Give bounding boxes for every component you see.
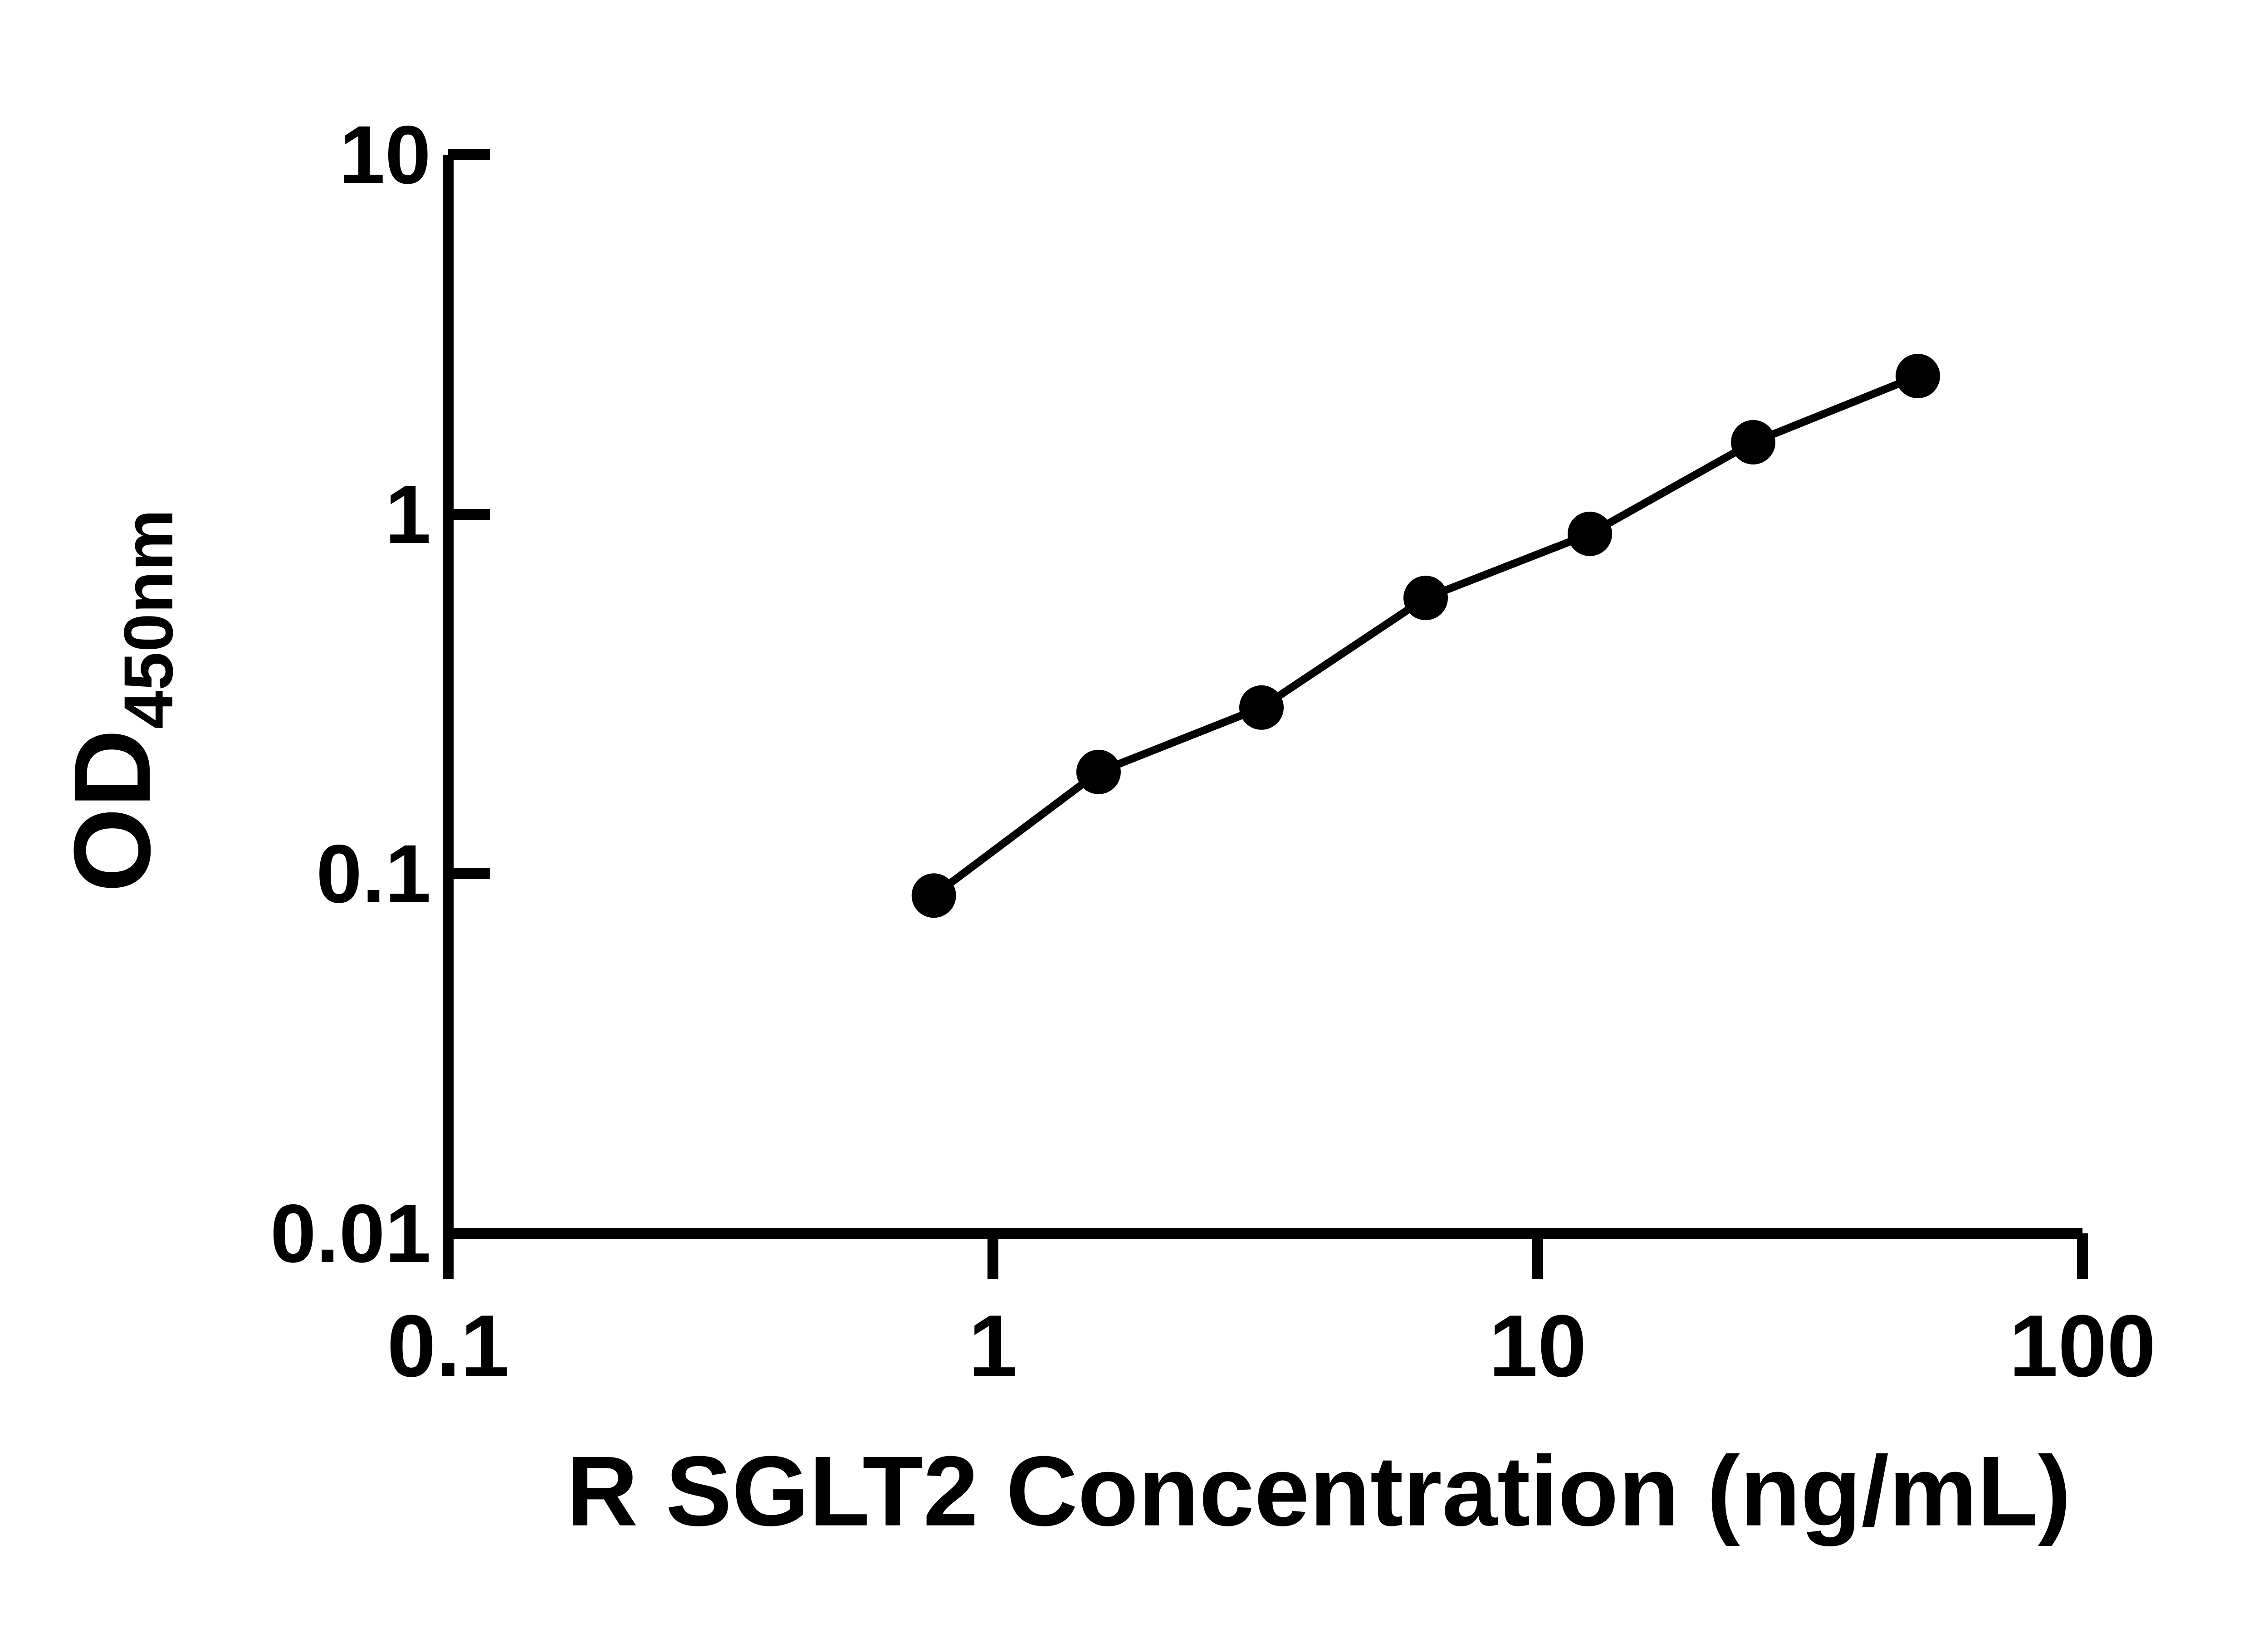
svg-text:0.01: 0.01 (270, 1187, 431, 1280)
svg-text:100: 100 (2009, 1297, 2156, 1395)
svg-text:10: 10 (1489, 1297, 1587, 1395)
svg-text:0.1: 0.1 (316, 827, 431, 920)
svg-text:10: 10 (339, 108, 431, 201)
svg-text:R SGLT2 Concentration (ng/mL): R SGLT2 Concentration (ng/mL) (566, 1436, 2071, 1547)
svg-text:1: 1 (385, 468, 431, 561)
svg-text:0.1: 0.1 (387, 1297, 509, 1395)
svg-text:OD450nm: OD450nm (51, 509, 187, 893)
svg-text:1: 1 (968, 1297, 1017, 1395)
